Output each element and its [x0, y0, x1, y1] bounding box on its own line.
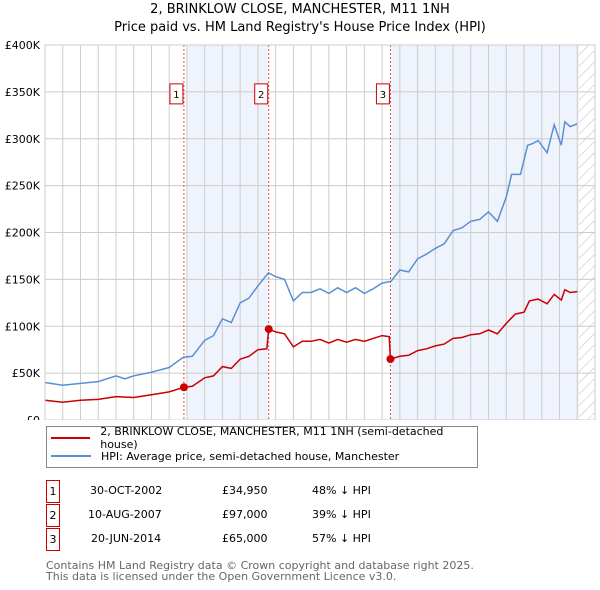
sale-price: £97,000 — [222, 508, 268, 521]
footer-copyright: Contains HM Land Registry data © Crown c… — [46, 559, 474, 572]
sale-marker-box: 1 — [46, 480, 60, 503]
sale-date: 10-AUG-2007 — [88, 508, 162, 521]
sale-point — [386, 355, 395, 364]
footer: Contains HM Land Registry data © Crown c… — [46, 560, 474, 582]
y-tick-label: £150K — [5, 273, 41, 286]
sale-date: 20-JUN-2014 — [91, 532, 162, 545]
legend-swatch-red — [51, 437, 91, 439]
y-tick-label: £200K — [5, 227, 41, 240]
y-tick-label: £250K — [5, 180, 41, 193]
sale-date: 30-OCT-2002 — [90, 484, 163, 497]
chart-title: 2, BRINKLOW CLOSE, MANCHESTER, M11 1NH — [150, 2, 450, 17]
y-tick-label: £0 — [26, 414, 40, 420]
y-tick-label: £50K — [12, 367, 41, 380]
sale-point — [179, 383, 188, 392]
chart-subtitle: Price paid vs. HM Land Registry's House … — [114, 20, 486, 35]
legend-label: HPI: Average price, semi-detached house,… — [101, 449, 400, 463]
legend-label: 2, BRINKLOW CLOSE, MANCHESTER, M11 1NH (… — [100, 425, 444, 451]
legend: 2, BRINKLOW CLOSE, MANCHESTER, M11 1NH (… — [46, 425, 478, 468]
y-tick-label: £350K — [5, 86, 41, 99]
sale-price: £65,000 — [222, 532, 268, 545]
footer-licence: This data is licensed under the Open Gov… — [46, 570, 397, 583]
sale-hpi-diff: 39% ↓ HPI — [312, 508, 371, 521]
legend-swatch-blue — [51, 455, 91, 457]
sale-label-box — [169, 83, 184, 105]
price-chart: 1995199619971998199920002001200220032004… — [5, 39, 596, 420]
sale-marker-box: 2 — [46, 504, 60, 527]
sale-label-box — [375, 83, 390, 105]
y-tick-label: £300K — [5, 133, 41, 146]
legend-item-property: 2, BRINKLOW CLOSE, MANCHESTER, M11 1NH (… — [51, 425, 477, 451]
sale-label: 2 — [258, 90, 264, 101]
sale-label: 3 — [380, 90, 386, 101]
y-tick-label: £400K — [5, 39, 41, 52]
sale-row: 3 20-JUN-2014 £65,000 57% ↓ HPI — [46, 528, 446, 552]
legend-item-hpi: HPI: Average price, semi-detached house,… — [51, 448, 399, 464]
sale-row: 1 30-OCT-2002 £34,950 48% ↓ HPI — [46, 480, 446, 504]
sale-hpi-diff: 57% ↓ HPI — [312, 532, 371, 545]
sale-hpi-diff: 48% ↓ HPI — [312, 484, 371, 497]
sale-price: £34,950 — [222, 484, 268, 497]
plot-border — [44, 44, 596, 420]
y-tick-label: £100K — [5, 320, 41, 333]
sale-marker-box: 3 — [46, 528, 60, 551]
hpi-line — [44, 120, 578, 387]
price-paid-line — [44, 288, 578, 403]
sale-label: 1 — [173, 90, 179, 101]
sale-row: 2 10-AUG-2007 £97,000 39% ↓ HPI — [46, 504, 446, 528]
sale-label-box — [254, 83, 269, 105]
sale-point — [264, 325, 273, 334]
